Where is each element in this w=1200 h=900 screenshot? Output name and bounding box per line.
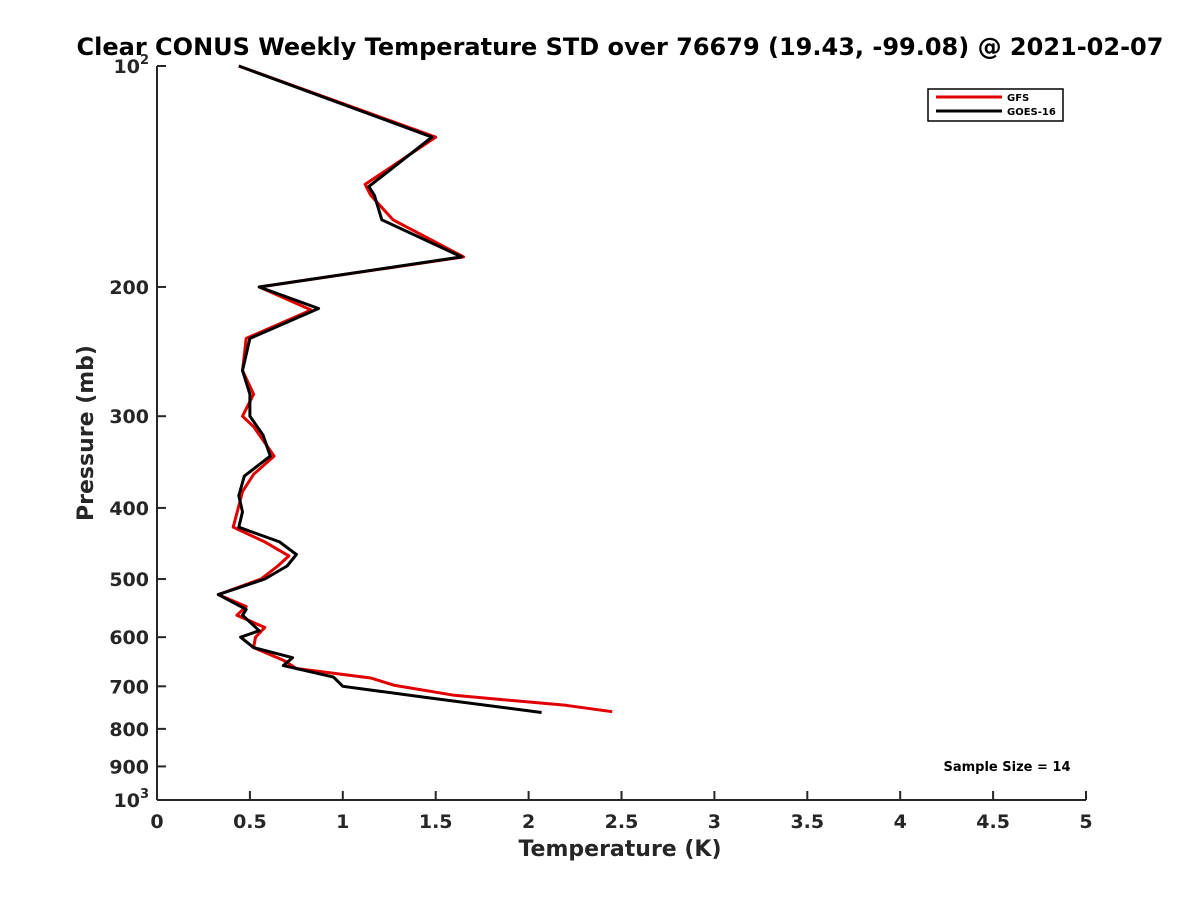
legend-entries: GFS GOES-16 (936, 93, 1056, 118)
series-line-goes-16 (216, 64, 542, 714)
x-tick-label: 2 (522, 811, 535, 833)
legend-label: GOES-16 (1007, 107, 1056, 118)
x-tick-label: 3 (708, 811, 721, 833)
x-axis-label: Temperature (K) (518, 837, 721, 862)
chart-title: Clear CONUS Weekly Temperature STD over … (77, 33, 1164, 61)
y-tick-label: 900 (109, 756, 149, 778)
x-tick-label: 1 (336, 811, 349, 833)
y-axis-label: Pressure (mb) (74, 345, 99, 521)
y-tick-label: 103 (114, 787, 150, 812)
sample-size-annotation: Sample Size = 14 (943, 760, 1070, 775)
y-tick-label: 600 (109, 627, 149, 649)
x-axis-ticks: 0 0.5 1 1.5 2 2.5 3 3.5 4 4.5 5 (150, 791, 1093, 833)
x-tick-label: 3.5 (790, 811, 824, 833)
series-layer (216, 64, 613, 714)
legend-label: GFS (1007, 93, 1029, 104)
x-tick-label: 2.5 (605, 811, 639, 833)
x-tick-label: 5 (1079, 811, 1092, 833)
y-tick-label: 300 (109, 406, 149, 428)
legend-box (927, 88, 1064, 122)
y-tick-label: 102 (114, 53, 150, 78)
y-tick-label: 400 (109, 498, 149, 520)
x-tick-label: 1.5 (419, 811, 453, 833)
y-tick-label: 200 (109, 277, 149, 299)
plot-area: 0 0.5 1 1.5 2 2.5 3 3.5 4 4.5 5 102 200 300 400 500 600… (109, 53, 1092, 833)
x-tick-label: 0 (150, 811, 163, 833)
x-tick-label: 0.5 (233, 811, 267, 833)
x-tick-label: 4 (894, 811, 907, 833)
x-tick-label: 4.5 (976, 811, 1010, 833)
y-tick-label: 800 (109, 719, 149, 741)
y-tick-label: 500 (109, 569, 149, 591)
y-axis-ticks: 102 200 300 400 500 600 700 800 900 103 (109, 53, 166, 812)
y-tick-label: 700 (109, 676, 149, 698)
legend: GFS GOES-16 (927, 88, 1064, 122)
